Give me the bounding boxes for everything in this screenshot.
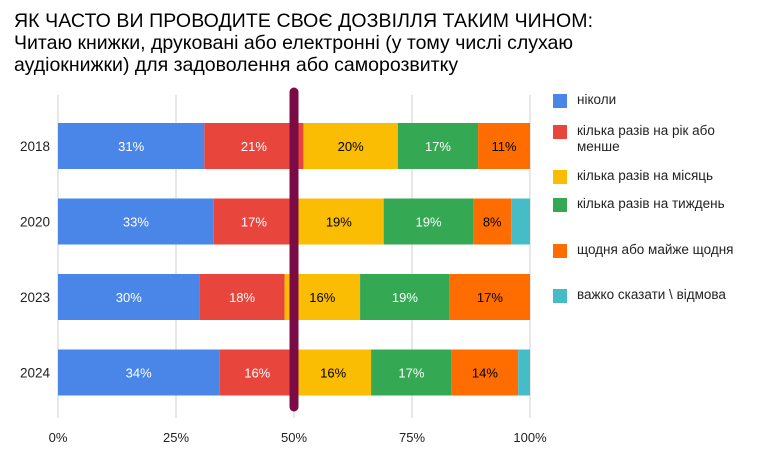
data-label-2024-series-0: 34% — [126, 366, 152, 381]
bar-2018-series-2 — [303, 123, 398, 169]
data-label-2020-series-2: 19% — [326, 215, 352, 230]
legend-item-few-times-month: кілька разів на місяць — [553, 168, 752, 184]
x-tick-label-0: 0% — [49, 430, 68, 445]
legend-item-few-times-year: кілька разів на рік або менше — [553, 123, 752, 155]
bar-2024-series-3 — [371, 349, 452, 396]
bar-2020-series-0 — [58, 198, 214, 245]
bar-2024-series-0 — [58, 349, 220, 396]
bar-2024-series-1 — [219, 349, 296, 396]
bar-2018-series-1 — [204, 123, 304, 169]
chart-subtitle-line-1: Читаю книжки, друковані або електронні (… — [14, 32, 574, 54]
data-label-2020-series-0: 33% — [123, 215, 149, 230]
data-label-2023-series-4: 17% — [477, 290, 503, 305]
bar-2020-series-5 — [511, 198, 530, 245]
legend-item-never: ніколи — [553, 92, 752, 108]
data-label-2018-series-3: 17% — [425, 139, 451, 154]
data-label-2018-series-4: 11% — [492, 139, 517, 154]
chart-title: ЯК ЧАСТО ВИ ПРОВОДИТЕ СВОЄ ДОЗВІЛЛЯ ТАКИ… — [14, 10, 594, 32]
legend-swatch-daily — [553, 244, 567, 258]
legend-item-hard-to-say: важко сказати \ відмова — [553, 287, 752, 303]
data-label-2024-series-4: 14% — [472, 366, 498, 381]
bar-2023-series-3 — [360, 274, 450, 320]
legend-label-few-times-year: кілька разів на рік або менше — [577, 123, 715, 154]
bar-2024-series-4 — [451, 349, 519, 396]
bar-2023-series-4 — [449, 274, 530, 320]
bar-2020-series-4 — [473, 198, 512, 245]
bar-2018-series-3 — [397, 123, 479, 169]
category-label-2020: 2020 — [20, 215, 50, 230]
bar-2020-series-2 — [294, 198, 384, 245]
bar-2020-series-3 — [383, 198, 474, 245]
legend-swatch-few-times-week — [553, 198, 567, 212]
data-label-2023-series-1: 18% — [229, 290, 255, 305]
x-tick-label-2: 50% — [281, 430, 307, 445]
legend-item-few-times-week: кілька разів на тиждень — [553, 196, 752, 212]
chart-subtitle-line-2: аудіокнижки) для задоволення або самороз… — [14, 54, 459, 76]
legend-swatch-hard-to-say — [553, 289, 567, 303]
legend-swatch-few-times-month — [553, 170, 567, 184]
legend-label-few-times-week: кілька разів на тиждень — [577, 196, 725, 211]
data-label-2020-series-3: 19% — [416, 215, 442, 230]
data-label-2023-series-3: 19% — [392, 290, 418, 305]
category-label-2024: 2024 — [20, 366, 51, 381]
data-label-2018-series-0: 31% — [118, 139, 144, 154]
legend-label-few-times-month: кілька разів на місяць — [577, 168, 714, 183]
data-label-2024-series-3: 17% — [398, 366, 424, 381]
bar-2023-series-0 — [58, 274, 200, 320]
x-tick-label-1: 25% — [163, 430, 189, 445]
data-label-2024-series-1: 16% — [244, 366, 270, 381]
data-label-2023-series-2: 16% — [309, 290, 335, 305]
data-label-2020-series-1: 17% — [241, 215, 267, 230]
data-label-2018-series-2: 20% — [338, 139, 364, 154]
legend-label-daily: щодня або майже щодня — [577, 242, 734, 257]
legend-label-hard-to-say: важко сказати \ відмова — [577, 287, 726, 302]
legend-item-daily: щодня або майже щодня — [553, 242, 752, 258]
x-tick-label-3: 75% — [399, 430, 425, 445]
bar-2024-series-5 — [518, 349, 530, 396]
legend-swatch-few-times-year — [553, 125, 567, 139]
data-label-2018-series-1: 21% — [241, 139, 267, 154]
bar-2024-series-2 — [295, 349, 372, 396]
category-label-2023: 2023 — [20, 290, 50, 305]
bar-2018-series-0 — [58, 123, 205, 169]
x-tick-label-4: 100% — [513, 430, 547, 445]
data-label-2023-series-0: 30% — [116, 290, 142, 305]
bar-2020-series-1 — [213, 198, 294, 245]
data-label-2024-series-2: 16% — [320, 366, 346, 381]
legend-label-never: ніколи — [577, 92, 617, 107]
title-block: ЯК ЧАСТО ВИ ПРОВОДИТЕ СВОЄ ДОЗВІЛЛЯ ТАКИ… — [14, 10, 754, 76]
legend-swatch-never — [553, 94, 567, 108]
bar-2018-series-4 — [478, 123, 530, 169]
category-label-2018: 2018 — [20, 139, 50, 154]
data-label-2020-series-4: 8% — [483, 215, 502, 230]
bar-2023-series-1 — [199, 274, 285, 320]
